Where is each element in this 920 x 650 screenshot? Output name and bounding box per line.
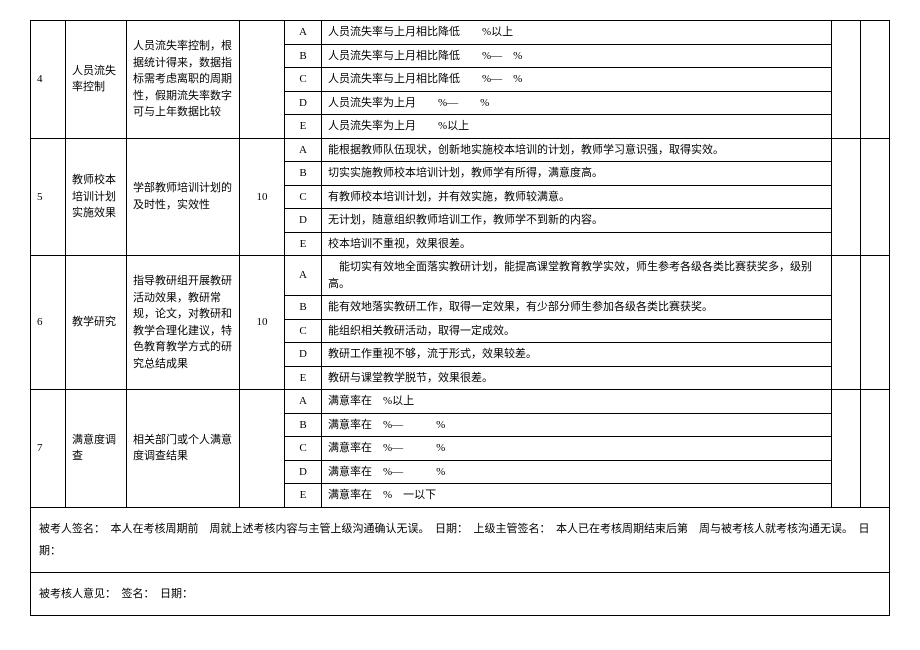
score-col-2 <box>861 256 890 390</box>
row-index: 7 <box>31 390 66 508</box>
grade-letter: E <box>285 484 322 508</box>
row-desc: 学部教师培训计划的及时性，实效性 <box>127 138 240 256</box>
grade-text: 能切实有效地全面落实教研计划，能提高课堂教育教学实效，师生参考各级各类比赛获奖多… <box>322 256 832 296</box>
grade-letter: D <box>285 209 322 233</box>
grade-letter: D <box>285 91 322 115</box>
grade-text: 满意率在 % 一以下 <box>322 484 832 508</box>
grade-text: 人员流失率为上月 %— % <box>322 91 832 115</box>
grade-letter: D <box>285 460 322 484</box>
row-weight <box>240 21 285 139</box>
row-weight <box>240 390 285 508</box>
grade-text: 人员流失率与上月相比降低 %— % <box>322 44 832 68</box>
grade-text: 切实实施教师校本培训计划，教师学有所得，满意度高。 <box>322 162 832 186</box>
grade-letter: C <box>285 68 322 92</box>
assessment-table: 4人员流失率控制人员流失率控制，根据统计得来，数据指标需考虑离职的周期性，假期流… <box>30 20 890 616</box>
row-weight: 10 <box>240 256 285 390</box>
assessment-table-sheet: 4人员流失率控制人员流失率控制，根据统计得来，数据指标需考虑离职的周期性，假期流… <box>30 20 890 616</box>
row-name: 满意度调查 <box>66 390 127 508</box>
grade-letter: E <box>285 232 322 256</box>
grade-letter: B <box>285 44 322 68</box>
grade-text: 人员流失率与上月相比降低 %以上 <box>322 21 832 45</box>
row-index: 4 <box>31 21 66 139</box>
table-row: 5教师校本培训计划实施效果学部教师培训计划的及时性，实效性10A能根据教师队伍现… <box>31 138 890 162</box>
row-index: 5 <box>31 138 66 256</box>
grade-letter: A <box>285 138 322 162</box>
grade-letter: E <box>285 366 322 390</box>
row-desc: 相关部门或个人满意度调查结果 <box>127 390 240 508</box>
table-row: 4人员流失率控制人员流失率控制，根据统计得来，数据指标需考虑离职的周期性，假期流… <box>31 21 890 45</box>
row-weight: 10 <box>240 138 285 256</box>
score-col-1 <box>832 256 861 390</box>
grade-letter: B <box>285 162 322 186</box>
grade-letter: C <box>285 185 322 209</box>
score-col-2 <box>861 21 890 139</box>
grade-letter: B <box>285 413 322 437</box>
grade-text: 人员流失率与上月相比降低 %— % <box>322 68 832 92</box>
grade-text: 校本培训不重视，效果很差。 <box>322 232 832 256</box>
footer-signature-line-1: 被考人签名： 本人在考核周期前 周就上述考核内容与主管上级沟通确认无误。 日期：… <box>31 507 890 572</box>
table-row: 7满意度调查相关部门或个人满意度调查结果A满意率在 %以上 <box>31 390 890 414</box>
grade-letter: B <box>285 296 322 320</box>
score-col-2 <box>861 390 890 508</box>
grade-letter: C <box>285 319 322 343</box>
score-col-1 <box>832 21 861 139</box>
grade-letter: E <box>285 115 322 139</box>
grade-text: 有教师校本培训计划，并有效实施，教师较满意。 <box>322 185 832 209</box>
grade-text: 能组织相关教研活动，取得一定成效。 <box>322 319 832 343</box>
grade-letter: A <box>285 390 322 414</box>
score-col-1 <box>832 138 861 256</box>
row-name: 教师校本培训计划实施效果 <box>66 138 127 256</box>
grade-letter: A <box>285 21 322 45</box>
grade-letter: C <box>285 437 322 461</box>
footer-signature-line-2: 被考核人意见： 签名： 日期： <box>31 572 890 615</box>
grade-text: 教研工作重视不够，流于形式，效果较差。 <box>322 343 832 367</box>
grade-letter: D <box>285 343 322 367</box>
grade-text: 无计划，随意组织教师培训工作，教师学不到新的内容。 <box>322 209 832 233</box>
row-desc: 指导教研组开展教研活动效果，教研常规，论文，对教研和教学合理化建议，特色教育教学… <box>127 256 240 390</box>
row-name: 教学研究 <box>66 256 127 390</box>
grade-text: 满意率在 %— % <box>322 437 832 461</box>
score-col-2 <box>861 138 890 256</box>
row-name: 人员流失率控制 <box>66 21 127 139</box>
table-row: 6教学研究指导教研组开展教研活动效果，教研常规，论文，对教研和教学合理化建议，特… <box>31 256 890 296</box>
grade-text: 能有效地落实教研工作，取得一定效果，有少部分师生参加各级各类比赛获奖。 <box>322 296 832 320</box>
row-index: 6 <box>31 256 66 390</box>
row-desc: 人员流失率控制，根据统计得来，数据指标需考虑离职的周期性，假期流失率数字可与上年… <box>127 21 240 139</box>
grade-text: 满意率在 %以上 <box>322 390 832 414</box>
grade-text: 满意率在 %— % <box>322 413 832 437</box>
grade-text: 教研与课堂教学脱节，效果很差。 <box>322 366 832 390</box>
grade-text: 能根据教师队伍现状，创新地实施校本培训的计划，教师学习意识强，取得实效。 <box>322 138 832 162</box>
grade-letter: A <box>285 256 322 296</box>
grade-text: 满意率在 %— % <box>322 460 832 484</box>
grade-text: 人员流失率为上月 %以上 <box>322 115 832 139</box>
score-col-1 <box>832 390 861 508</box>
